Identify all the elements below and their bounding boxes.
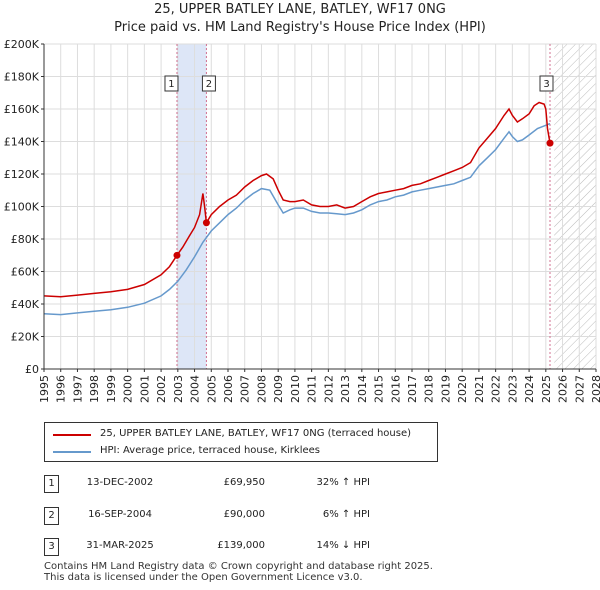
sale-point [546,139,554,147]
y-tick-label: £200K [4,38,40,51]
sale-label-box [164,75,179,92]
sale-label-box [539,75,554,92]
sale-row-2: 2 16-SEP-2004 £90,000 6% ↑ HPI [0,507,600,525]
y-tick-label: £0 [25,363,39,376]
series-line-hpi [44,122,551,316]
x-tick-label: 1998 [88,375,101,403]
legend: 25, UPPER BATLEY LANE, BATLEY, WF17 0NG … [44,422,438,462]
x-tick-label: 2026 [557,375,570,403]
x-tick-label: 2008 [255,375,268,403]
sale-point [202,219,210,227]
sale-badge: 2 [44,507,59,525]
x-tick-label: 2021 [473,375,486,403]
x-tick-label: 2007 [239,375,252,403]
footer-copyright: Contains HM Land Registry data © Crown c… [44,561,433,572]
x-tick-label: 2025 [540,375,553,403]
sale-label-text: 1 [168,79,174,90]
x-tick-label: 2011 [306,375,319,403]
legend-label-price: 25, UPPER BATLEY LANE, BATLEY, WF17 0NG … [100,428,412,439]
y-tick-label: £100K [4,201,40,214]
footer-licence: This data is licensed under the Open Gov… [44,572,363,583]
chart-subtitle: Price paid vs. HM Land Registry's House … [114,20,486,35]
chart-title: 25, UPPER BATLEY LANE, BATLEY, WF17 0NG [154,2,446,17]
x-tick-label: 2027 [573,375,586,403]
price-chart: 1 2 3 £0 £20K £40K £60K £80K £100K £120K £140K £160… [4,38,600,403]
x-tick-label: 2019 [439,375,452,403]
x-tick-label: 2020 [456,375,469,403]
x-tick-label: 2016 [389,375,402,403]
x-tick-label: 1997 [71,375,84,403]
sale-price: £139,000 [217,540,265,551]
legend-swatch-price [53,434,91,436]
sale-price: £90,000 [223,509,265,520]
sale-price: £69,950 [223,477,265,488]
x-tick-label: 2015 [373,375,386,403]
sale-hpi-change: 32% ↑ HPI [316,477,370,488]
sale-date: 13-DEC-2002 [86,477,154,488]
x-tick-label: 2017 [406,375,419,403]
x-tick-label: 1996 [55,375,68,403]
sale-date: 31-MAR-2025 [86,540,154,551]
y-tick-label: £120K [4,168,40,181]
x-tick-label: 2028 [590,375,600,403]
y-tick-label: £40K [11,298,40,311]
x-tick-label: 1999 [105,375,118,403]
x-tick-label: 2013 [339,375,352,403]
x-tick-label: 2018 [423,375,436,403]
sale-row-3: 3 31-MAR-2025 £139,000 14% ↓ HPI [0,538,600,556]
sale-hpi-change: 6% ↑ HPI [322,509,370,520]
x-tick-label: 2006 [222,375,235,403]
sale-date: 16-SEP-2004 [88,509,152,520]
legend-swatch-hpi [53,451,91,453]
x-tick-label: 2004 [189,375,202,403]
sale-badge: 1 [44,475,59,493]
y-tick-label: £60K [11,266,40,279]
x-tick-label: 1995 [38,375,51,403]
x-tick-label: 2010 [289,375,302,403]
y-tick-label: £80K [11,233,40,246]
sale-point [173,251,181,259]
series-line-price [44,101,551,298]
x-tick-label: 2012 [322,375,335,403]
x-tick-label: 2005 [205,375,218,403]
x-tick-label: 2002 [155,375,168,403]
sale-hpi-change: 14% ↓ HPI [316,540,370,551]
y-tick-label: £140K [4,136,40,149]
y-tick-label: £160K [4,103,40,116]
x-tick-label: 2022 [490,375,503,403]
sale-label-box [201,75,216,92]
x-tick-label: 2023 [506,375,519,403]
x-tick-label: 2014 [356,375,369,403]
sale-row-1: 1 13-DEC-2002 £69,950 32% ↑ HPI [0,475,600,493]
x-tick-label: 2009 [272,375,285,403]
x-tick-label: 2003 [172,375,185,403]
y-tick-label: £20K [11,331,40,344]
legend-label-hpi: HPI: Average price, terraced house, Kirk… [100,445,321,456]
x-tick-label: 2000 [122,375,135,403]
x-tick-label: 2001 [138,375,151,403]
sale-badge: 3 [44,538,59,556]
sale-label-text: 2 [206,79,212,90]
sale-label-text: 3 [543,79,549,90]
y-tick-label: £180K [4,71,40,84]
x-tick-label: 2024 [523,375,536,403]
